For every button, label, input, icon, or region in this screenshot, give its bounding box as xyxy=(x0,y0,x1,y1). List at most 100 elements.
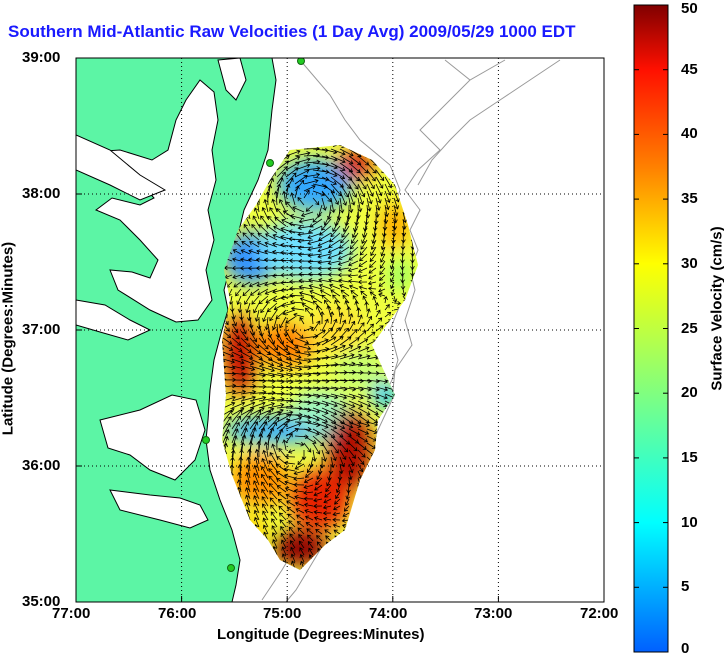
velocity-arrow xyxy=(321,176,337,185)
velocity-arrow xyxy=(367,280,377,286)
velocity-arrow xyxy=(262,517,269,528)
velocity-arrow xyxy=(285,416,303,423)
velocity-arrow xyxy=(330,407,347,416)
velocity-arrow xyxy=(298,534,305,542)
velocity-arrow xyxy=(339,190,347,206)
velocity-arrow xyxy=(330,327,341,339)
velocity-arrow xyxy=(222,337,233,345)
velocity-arrow xyxy=(307,265,322,271)
velocity-arrow xyxy=(294,337,310,345)
velocity-arrow xyxy=(271,532,278,542)
velocity-arrow xyxy=(348,345,362,353)
velocity-arrow xyxy=(246,456,251,472)
velocity-arrow xyxy=(323,523,332,528)
velocity-arrow xyxy=(231,257,242,262)
velocity-arrow xyxy=(312,197,320,206)
velocity-arrow xyxy=(312,338,329,346)
velocity-arrow xyxy=(333,529,341,535)
velocity-arrow xyxy=(307,232,323,240)
velocity-arrow xyxy=(240,401,256,409)
velocity-arrow xyxy=(348,400,364,408)
velocity-arrow xyxy=(303,442,312,453)
colorbar-tick: 30 xyxy=(681,254,698,272)
x-tick-75: 75:00 xyxy=(263,605,302,622)
velocity-arrow xyxy=(249,395,267,402)
velocity-arrow xyxy=(268,475,278,486)
velocity-arrow xyxy=(250,232,260,241)
y-tick-36: 36:00 xyxy=(22,457,61,474)
velocity-arrow xyxy=(244,295,251,305)
velocity-arrow xyxy=(294,407,312,413)
velocity-arrow xyxy=(318,277,332,283)
velocity-arrow xyxy=(296,514,305,521)
velocity-arrow xyxy=(359,253,368,262)
velocity-arrow xyxy=(299,553,305,563)
velocity-arrow xyxy=(253,207,260,220)
velocity-arrow xyxy=(312,414,329,423)
velocity-arrow xyxy=(312,320,321,332)
velocity-arrow xyxy=(321,327,334,339)
velocity-arrow xyxy=(297,232,314,237)
velocity-arrow xyxy=(231,383,247,389)
velocity-arrow xyxy=(261,457,269,472)
y-tick-38: 38:00 xyxy=(22,185,61,202)
velocity-arrow xyxy=(366,183,374,197)
velocity-arrow xyxy=(285,454,296,460)
velocity-arrow xyxy=(348,176,359,190)
velocity-arrow xyxy=(253,472,260,486)
velocity-arrow xyxy=(321,294,332,304)
velocity-arrow xyxy=(264,233,278,241)
velocity-arrow xyxy=(307,253,323,258)
velocity-arrow xyxy=(334,211,341,227)
velocity-arrow xyxy=(276,208,287,220)
velocity-arrow xyxy=(357,386,372,392)
velocity-arrow xyxy=(258,415,270,430)
velocity-arrow xyxy=(231,330,240,340)
velocity-arrow xyxy=(400,260,405,271)
velocity-arrow xyxy=(245,494,251,507)
velocity-arrow xyxy=(312,400,330,407)
velocity-arrow xyxy=(267,372,285,378)
velocity-arrow xyxy=(271,443,278,458)
velocity-arrow xyxy=(312,449,317,462)
velocity-arrow xyxy=(319,289,332,297)
velocity-arrow xyxy=(317,253,332,259)
velocity-arrow xyxy=(271,525,278,535)
velocity-arrow xyxy=(346,306,352,318)
velocity-arrow xyxy=(339,428,352,437)
velocity-arrow xyxy=(375,309,381,318)
velocity-arrow xyxy=(295,508,305,514)
velocity-arrow xyxy=(303,349,321,355)
velocity-arrow xyxy=(328,239,341,248)
velocity-arrow xyxy=(312,428,328,438)
velocity-arrow xyxy=(310,295,323,304)
velocity-arrow xyxy=(294,463,305,470)
velocity-arrow xyxy=(285,351,302,359)
velocity-arrow xyxy=(258,344,271,356)
velocity-arrow xyxy=(233,281,242,288)
velocity-arrow xyxy=(222,337,224,344)
velocity-arrow xyxy=(329,232,341,243)
velocity-arrow xyxy=(375,400,388,408)
velocity-arrow xyxy=(357,330,367,339)
velocity-arrow xyxy=(242,232,251,241)
velocity-arrow xyxy=(257,288,269,296)
velocity-arrow xyxy=(249,401,266,409)
velocity-arrow xyxy=(327,266,341,272)
velocity-arrow xyxy=(327,246,341,254)
velocity-arrow xyxy=(276,413,292,423)
velocity-arrow xyxy=(338,246,350,254)
x-tick-77: 77:00 xyxy=(52,605,91,622)
velocity-arrow xyxy=(372,295,377,304)
velocity-arrow xyxy=(245,501,251,514)
velocity-arrow xyxy=(293,482,305,488)
velocity-arrow xyxy=(378,281,386,287)
velocity-arrow xyxy=(268,460,278,472)
velocity-arrow xyxy=(329,283,341,290)
velocity-arrow xyxy=(330,197,336,214)
velocity-arrow xyxy=(319,311,325,325)
velocity-arrow xyxy=(262,510,269,521)
velocity-arrow xyxy=(267,391,285,396)
velocity-arrow xyxy=(258,378,276,384)
velocity-arrow xyxy=(257,233,269,241)
